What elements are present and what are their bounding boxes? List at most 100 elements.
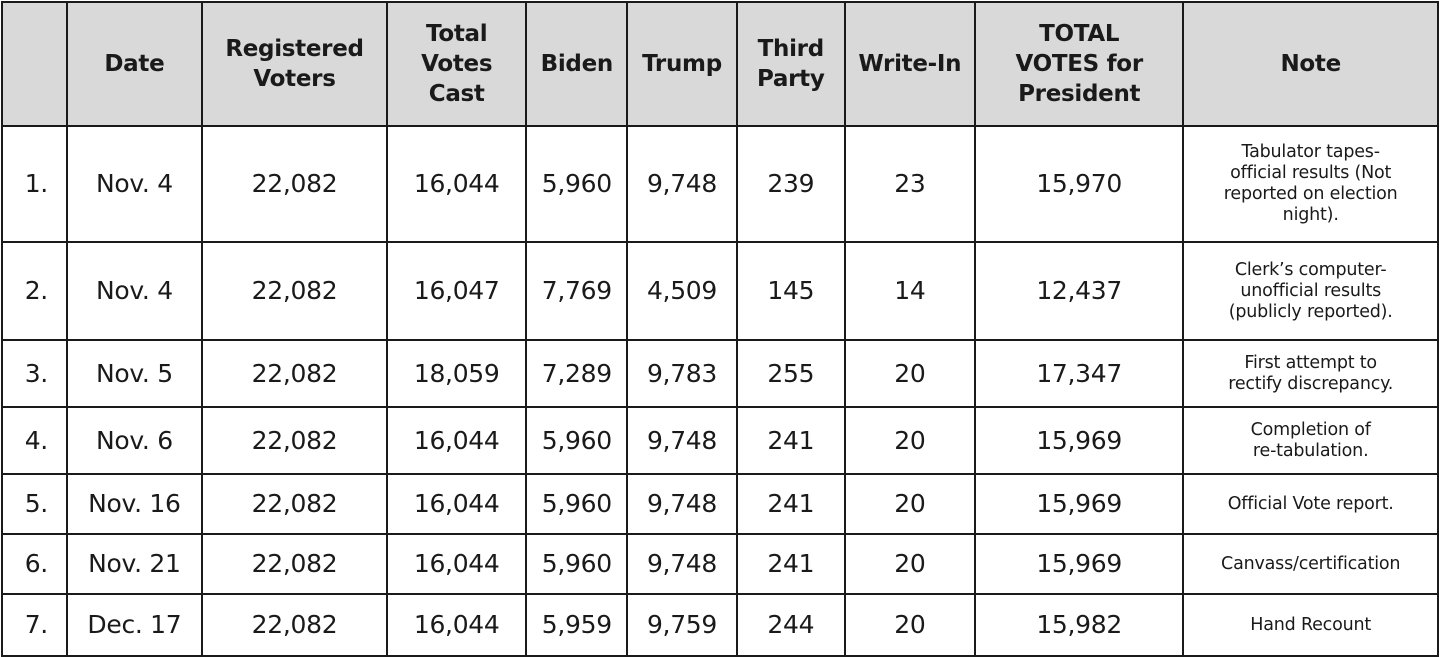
third-party-votes-cell: 241 bbox=[735, 473, 846, 535]
note-line: official results (Not bbox=[1230, 163, 1392, 183]
note-line: re-tabulation. bbox=[1252, 440, 1369, 461]
note-line: (publicly reported). bbox=[1228, 301, 1393, 322]
note-line: Tabulator tapes- bbox=[1241, 142, 1381, 162]
row-number: 1. bbox=[1, 125, 68, 243]
registered-voters-cell: 22,082 bbox=[201, 125, 388, 243]
registered-voters-cell: 22,082 bbox=[201, 473, 388, 535]
total-votes-cast-cell: 16,047 bbox=[385, 241, 528, 341]
header-biden: Biden bbox=[525, 1, 629, 127]
date-cell: Nov. 4 bbox=[65, 125, 204, 243]
registered-voters-cell: 22,082 bbox=[201, 241, 388, 341]
table-row: 3. Nov. 5 22,082 18,059 7,289 9,783 255 20 17,34… bbox=[1, 339, 1439, 408]
third-party-votes-cell: 145 bbox=[735, 241, 846, 341]
header-row: Date Registered Voters Total Votes Cast … bbox=[1, 1, 1439, 127]
total-votes-cast-cell: 16,044 bbox=[385, 533, 528, 595]
date-cell: Nov. 21 bbox=[65, 533, 204, 595]
write-in-votes-cell: 20 bbox=[843, 593, 977, 657]
row-number: 5. bbox=[1, 473, 68, 535]
registered-voters-cell: 22,082 bbox=[201, 533, 388, 595]
date-cell: Nov. 5 bbox=[65, 339, 204, 408]
trump-votes-cell: 9,748 bbox=[626, 125, 738, 243]
note-line: unofficial results bbox=[1240, 280, 1382, 301]
note-cell: Hand Recount bbox=[1182, 593, 1439, 657]
total-votes-president-cell: 15,982 bbox=[973, 593, 1185, 657]
note-cell: Completion of re-tabulation. bbox=[1182, 406, 1439, 475]
row-number: 4. bbox=[1, 406, 68, 475]
write-in-votes-cell: 20 bbox=[843, 533, 977, 595]
date-cell: Nov. 6 bbox=[65, 406, 204, 475]
registered-voters-cell: 22,082 bbox=[201, 593, 388, 657]
header-trump: Trump bbox=[626, 1, 738, 127]
total-votes-president-cell: 15,970 bbox=[973, 125, 1185, 243]
biden-votes-cell: 5,960 bbox=[525, 406, 629, 475]
date-cell: Nov. 16 bbox=[65, 473, 204, 535]
header-registered-voters: Registered Voters bbox=[201, 1, 388, 127]
total-votes-cast-cell: 18,059 bbox=[385, 339, 528, 408]
total-votes-president-cell: 15,969 bbox=[973, 533, 1185, 595]
header-date: Date bbox=[65, 1, 204, 127]
write-in-votes-cell: 14 bbox=[843, 241, 977, 341]
third-party-votes-cell: 255 bbox=[735, 339, 846, 408]
note-cell: Tabulator tapes-official results (Not rep… bbox=[1182, 125, 1439, 243]
note-line: Canvass/certification bbox=[1221, 553, 1401, 574]
trump-votes-cell: 4,509 bbox=[626, 241, 738, 341]
trump-votes-cell: 9,748 bbox=[626, 406, 738, 475]
note-cell: Canvass/certification bbox=[1182, 533, 1439, 595]
write-in-votes-cell: 23 bbox=[843, 125, 977, 243]
note-cell: First attempt to rectify discrepancy. bbox=[1182, 339, 1439, 408]
header-num bbox=[1, 1, 68, 127]
trump-votes-cell: 9,759 bbox=[626, 593, 738, 657]
trump-votes-cell: 9,748 bbox=[626, 533, 738, 595]
registered-voters-cell: 22,082 bbox=[201, 339, 388, 408]
note-cell: Official Vote report. bbox=[1182, 473, 1439, 535]
table-row: 7. Dec. 17 22,082 16,044 5,959 9,759 244 20 15,9… bbox=[1, 593, 1439, 657]
note-line: Clerk’s computer- bbox=[1234, 259, 1387, 280]
biden-votes-cell: 5,959 bbox=[525, 593, 629, 657]
header-third-party: Third Party bbox=[735, 1, 846, 127]
biden-votes-cell: 7,289 bbox=[525, 339, 629, 408]
write-in-votes-cell: 20 bbox=[843, 406, 977, 475]
total-votes-cast-cell: 16,044 bbox=[385, 593, 528, 657]
header-total-votes-cast: Total Votes Cast bbox=[385, 1, 528, 127]
row-number: 7. bbox=[1, 593, 68, 657]
note-line: reported on election bbox=[1223, 184, 1398, 204]
third-party-votes-cell: 239 bbox=[735, 125, 846, 243]
note-line: night). bbox=[1282, 205, 1339, 225]
note-line: Completion of bbox=[1250, 419, 1371, 440]
trump-votes-cell: 9,748 bbox=[626, 473, 738, 535]
total-votes-president-cell: 17,347 bbox=[973, 339, 1185, 408]
header-write-in: Write-In bbox=[843, 1, 977, 127]
row-number: 6. bbox=[1, 533, 68, 595]
header-total-votes-president: TOTAL VOTES for President bbox=[973, 1, 1185, 127]
third-party-votes-cell: 244 bbox=[735, 593, 846, 657]
biden-votes-cell: 5,960 bbox=[525, 125, 629, 243]
note-line: rectify discrepancy. bbox=[1228, 373, 1394, 394]
note-line: Hand Recount bbox=[1250, 614, 1372, 635]
date-cell: Dec. 17 bbox=[65, 593, 204, 657]
write-in-votes-cell: 20 bbox=[843, 339, 977, 408]
trump-votes-cell: 9,783 bbox=[626, 339, 738, 408]
row-number: 2. bbox=[1, 241, 68, 341]
table-row: 2. Nov. 4 22,082 16,047 7,769 4,509 145 14 12,43… bbox=[1, 241, 1439, 341]
table-row: 1. Nov. 4 22,082 16,044 5,960 9,748 239 23 15,97… bbox=[1, 125, 1439, 243]
note-line: Official Vote report. bbox=[1227, 493, 1394, 514]
note-cell: Clerk’s computer-unofficial results (publ… bbox=[1182, 241, 1439, 341]
write-in-votes-cell: 20 bbox=[843, 473, 977, 535]
total-votes-president-cell: 15,969 bbox=[973, 406, 1185, 475]
biden-votes-cell: 5,960 bbox=[525, 533, 629, 595]
table-row: 5. Nov. 16 22,082 16,044 5,960 9,748 241 20 15,9… bbox=[1, 473, 1439, 535]
third-party-votes-cell: 241 bbox=[735, 533, 846, 595]
table-row: 4. Nov. 6 22,082 16,044 5,960 9,748 241 20 15,96… bbox=[1, 406, 1439, 475]
third-party-votes-cell: 241 bbox=[735, 406, 846, 475]
registered-voters-cell: 22,082 bbox=[201, 406, 388, 475]
biden-votes-cell: 7,769 bbox=[525, 241, 629, 341]
total-votes-cast-cell: 16,044 bbox=[385, 125, 528, 243]
note-line: First attempt to bbox=[1244, 352, 1377, 373]
total-votes-cast-cell: 16,044 bbox=[385, 406, 528, 475]
table-row: 6. Nov. 21 22,082 16,044 5,960 9,748 241 20 15,9… bbox=[1, 533, 1439, 595]
row-number: 3. bbox=[1, 339, 68, 408]
biden-votes-cell: 5,960 bbox=[525, 473, 629, 535]
total-votes-president-cell: 12,437 bbox=[973, 241, 1185, 341]
header-note: Note bbox=[1182, 1, 1439, 127]
